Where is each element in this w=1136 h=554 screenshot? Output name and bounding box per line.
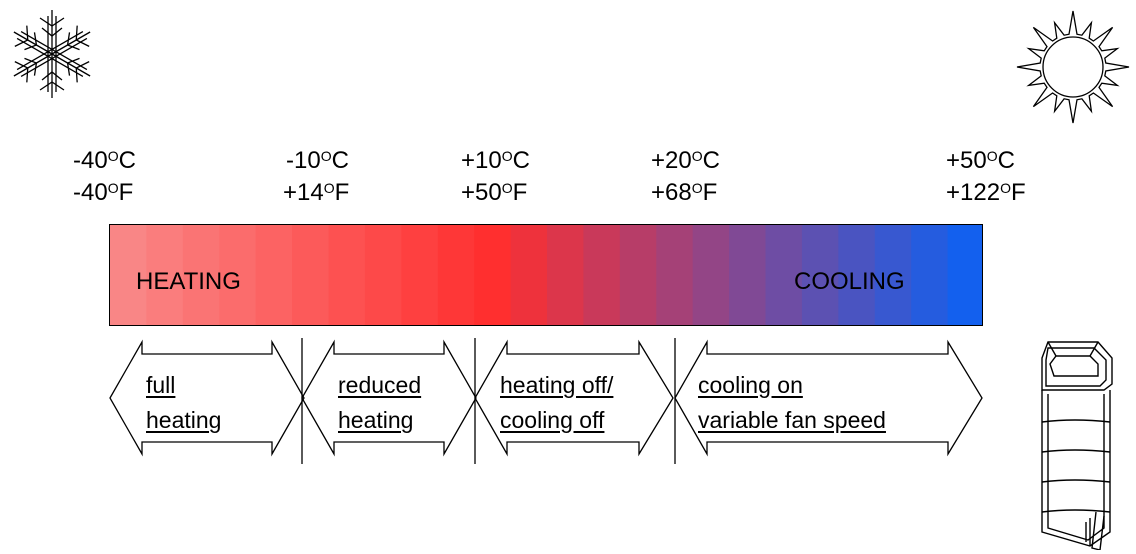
gradient-band [838,225,876,325]
gradient-segments [110,225,982,325]
sun-rays-shape [1016,10,1130,124]
celsius-value: +10OC [461,147,530,174]
zone-arrow-cooling [674,339,983,457]
gradient-band [911,225,949,325]
zone-arrow-off [474,339,674,457]
zone-line1: cooling on [698,372,803,398]
temp-label-plus50: +50OC +122OF [946,148,1026,206]
fahrenheit-value: +50OF [461,179,528,206]
zone-line2: heating [338,407,414,433]
zone-line1: heating off/ [500,372,614,398]
temp-label-minus10: -10OC +14OF [283,148,349,206]
gradient-band [292,225,330,325]
sun-icon [1016,10,1130,124]
zone-line2: variable fan speed [698,407,886,433]
gradient-band [765,225,803,325]
cooling-label: COOLING [794,268,905,295]
zone-arrow-full-heating [109,339,305,457]
gradient-band [474,225,512,325]
gradient-band [510,225,548,325]
zone-line1: reduced [338,372,422,398]
gradient-band [619,225,657,325]
fahrenheit-value: +68OF [651,179,718,206]
fahrenheit-value: -40OF [73,179,134,206]
temp-label-plus20: +20OC +68OF [651,148,720,206]
gradient-band [656,225,694,325]
gradient-band [547,225,585,325]
gradient-band [255,225,293,325]
gradient-band [219,225,257,325]
zone-text-cooling: cooling on variable fan speed [698,372,886,434]
zone-arrows [109,338,983,464]
temp-label-minus40: -40OC -40OF [73,148,136,206]
gradient-band [401,225,439,325]
zone-line2: cooling off [500,407,605,433]
gradient-band [328,225,366,325]
zone-line2: heating [146,407,222,433]
gradient-band [437,225,475,325]
heating-label: HEATING [136,268,241,295]
gradient-band [364,225,402,325]
gradient-band [692,225,730,325]
temp-label-plus10: +10OC +50OF [461,148,530,206]
gradient-band [146,225,184,325]
gradient-band [801,225,839,325]
celsius-value: -40OC [73,147,136,174]
gradient-band [182,225,220,325]
zone-text-full-heating: full heating [146,372,221,434]
celsius-value: +50OC [946,147,1015,174]
temperature-gradient-bar: HEATING COOLING [109,224,983,326]
celsius-value: -10OC [286,147,349,174]
zone-line1: full [146,372,176,398]
gradient-band [729,225,767,325]
heat-pump-unit-icon [1041,341,1113,550]
gradient-band [947,225,982,325]
gradient-band [110,225,148,325]
snowflake-icon [7,10,97,99]
gradient-band [874,225,912,325]
fahrenheit-value: +122OF [946,179,1026,206]
fahrenheit-value: +14OF [283,179,350,206]
zone-text-off: heating off/ cooling off [500,372,613,434]
zone-arrow-reduced-heating [301,339,477,457]
zone-text-reduced-heating: reduced heating [338,372,421,434]
celsius-value: +20OC [651,147,720,174]
gradient-band [583,225,621,325]
